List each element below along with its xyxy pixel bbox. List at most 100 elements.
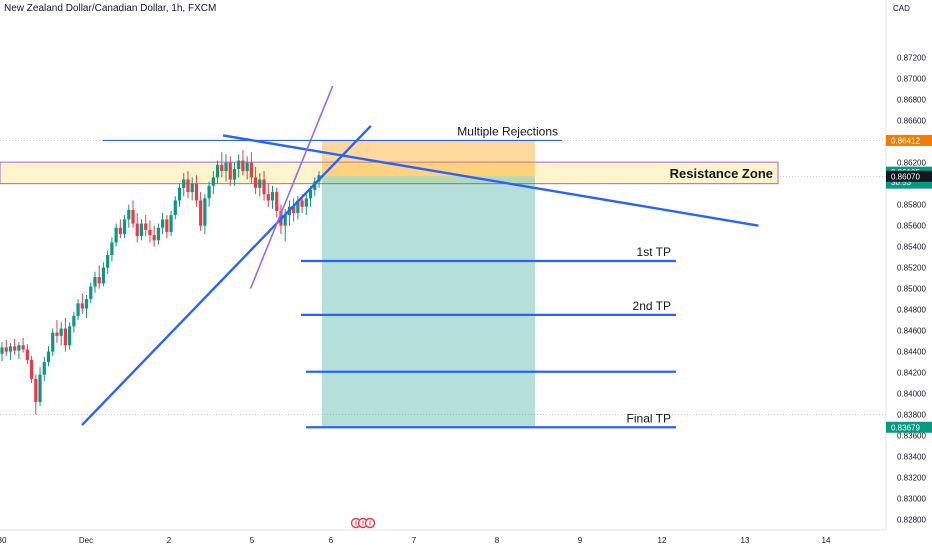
resistance-zone-label: Resistance Zone	[670, 166, 773, 181]
candle-body	[304, 198, 308, 207]
candle-body	[46, 351, 51, 363]
price-tick-label: 0.84200	[897, 369, 926, 378]
candle-body	[313, 181, 317, 190]
candle-body	[270, 192, 275, 201]
candle-body	[308, 189, 313, 199]
candle-body	[254, 177, 258, 188]
candle-body	[17, 345, 21, 351]
candle-body	[21, 345, 25, 350]
price-tick-label: 0.84000	[897, 390, 926, 399]
time-tick-label: 30	[0, 536, 7, 545]
price-tick-label: 0.83400	[897, 453, 926, 462]
price-badge	[886, 170, 932, 182]
candle-body	[114, 227, 118, 243]
event-markers-icon[interactable]	[350, 517, 376, 529]
time-tick-label: 8	[495, 536, 500, 545]
trendline-ascending	[81, 125, 372, 426]
candle-body	[152, 235, 156, 241]
time-tick-label: 13	[741, 536, 750, 545]
price-tick-label: 0.86200	[897, 159, 926, 168]
take-profit-area	[322, 176, 535, 428]
candle-body	[84, 299, 89, 309]
candle-body	[211, 177, 215, 186]
price-tick-label: 0.85400	[897, 243, 926, 252]
annotation-label: Multiple Rejections	[457, 124, 558, 138]
candle-body	[296, 200, 300, 214]
trendline-descending	[222, 134, 759, 227]
time-tick-label: 2	[167, 536, 172, 545]
candle-body	[127, 209, 131, 220]
price-tick-label: 0.83200	[897, 474, 926, 483]
symbol-title: New Zealand Dollar/Canadian Dollar, 1h, …	[4, 3, 217, 14]
candle-body	[55, 332, 59, 336]
candle-body	[144, 223, 148, 230]
candle-body	[89, 286, 93, 300]
price-tick-label: 0.85600	[897, 222, 926, 231]
candles-layer	[0, 150, 321, 415]
price-tick-label: 0.85000	[897, 285, 926, 294]
trendline-steep	[249, 85, 334, 289]
candle-body	[300, 200, 304, 207]
time-tick-label: 5	[250, 536, 255, 545]
candle-body	[101, 267, 106, 284]
candle-body	[232, 168, 237, 180]
candle-body	[165, 219, 169, 232]
time-tick-label: 14	[822, 536, 831, 545]
candle-body	[215, 164, 220, 178]
price-badge-label: 0.83679	[891, 423, 920, 432]
candle-body	[93, 277, 97, 287]
candle-body	[177, 187, 182, 201]
price-tick-label: 0.83600	[897, 432, 926, 441]
candle-body	[169, 215, 173, 232]
candle-body	[139, 223, 144, 237]
candle-body	[97, 277, 101, 284]
price-tick-label: 0.83000	[897, 495, 926, 504]
price-tick-label: 0.87200	[897, 54, 926, 63]
candle-body	[262, 179, 266, 195]
candle-body	[173, 200, 177, 216]
candle-body	[42, 362, 46, 375]
candle-body	[8, 346, 13, 352]
price-tick-label: 0.84400	[897, 348, 926, 357]
candle-body	[118, 227, 122, 235]
candle-body	[220, 164, 224, 172]
candle-body	[25, 349, 29, 360]
candle-body	[161, 219, 165, 228]
candle-body	[292, 206, 296, 214]
candle-body	[237, 160, 241, 169]
candle-body	[245, 162, 249, 172]
time-tick-label: 12	[658, 536, 667, 545]
time-tick-label: 9	[578, 536, 583, 545]
candle-body	[266, 194, 270, 201]
candle-body	[63, 328, 67, 346]
candle-body	[249, 162, 253, 178]
candle-body	[199, 200, 203, 226]
candle-body	[110, 242, 114, 256]
drawings-layer: Multiple Rejections 1st TP 2nd TP Final TP	[81, 85, 759, 429]
price-tick-label: 0.86800	[897, 96, 926, 105]
candle-body	[194, 183, 199, 201]
annotation-label: 1st TP	[637, 245, 671, 259]
candle-body	[283, 215, 287, 226]
time-tick-label: 6	[329, 536, 334, 545]
candle-body	[4, 347, 8, 352]
candle-body	[38, 374, 42, 402]
annotation-label: Final TP	[627, 411, 671, 425]
time-tick-label: 7	[412, 536, 417, 545]
currency-label: CAD	[893, 4, 910, 13]
candle-body	[122, 219, 127, 235]
candle-body	[29, 359, 34, 379]
candle-body	[148, 229, 152, 236]
candle-body	[190, 183, 194, 193]
candle-body	[59, 328, 63, 336]
candle-body	[68, 326, 72, 346]
candle-body	[241, 160, 245, 172]
price-tick-label: 0.83800	[897, 411, 926, 420]
candle-body	[106, 255, 110, 268]
price-badge	[886, 134, 932, 146]
candle-body	[131, 209, 135, 224]
zone-layer: Resistance Zone	[0, 140, 779, 428]
candle-body	[80, 303, 84, 309]
